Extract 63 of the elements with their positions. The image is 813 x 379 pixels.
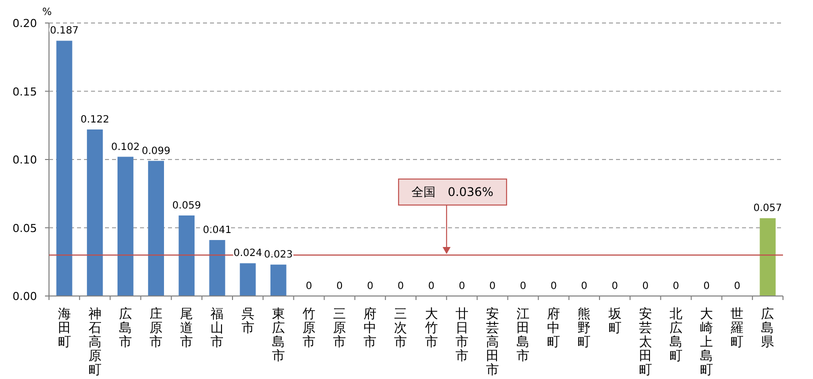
x-tick-label: 安芸太田町 [638, 306, 652, 378]
y-tick-label: 0.10 [12, 154, 37, 166]
data-label: 0 [398, 281, 404, 292]
data-label: 0 [734, 281, 740, 292]
y-axis-title: % [42, 7, 52, 18]
data-label: 0 [336, 281, 343, 292]
x-tick-label: 神石高原町 [88, 307, 102, 378]
x-tick-label: 廿日市市 [455, 307, 468, 364]
bar [118, 156, 134, 296]
data-label: 0.041 [202, 225, 232, 236]
x-tick-label: 安芸高田市 [486, 306, 499, 378]
x-tick-label: 府中市 [364, 306, 377, 350]
bar [178, 215, 195, 296]
data-label: 0 [520, 281, 526, 292]
ref-line-label: 全国 0.036% [412, 185, 494, 200]
x-tick-label: 福山市 [210, 307, 224, 350]
data-label: 0.122 [80, 114, 110, 126]
data-label: 0.057 [753, 203, 782, 214]
y-tick-label: 0.00 [12, 290, 37, 303]
data-label: 0 [703, 281, 710, 292]
x-tick-label: 尾道市 [180, 307, 194, 350]
x-tick-label: 大崎上島町 [700, 307, 714, 378]
data-label: 0 [428, 281, 434, 292]
x-tick-label: 江田島市 [516, 307, 530, 364]
bar [56, 40, 72, 296]
data-label: 0 [458, 281, 466, 292]
x-tick-label: 海田町 [58, 307, 71, 350]
y-tick-label: 0.20 [12, 17, 37, 30]
x-tick-label: 府中町 [547, 306, 560, 350]
x-tick-label: 呉市 [241, 307, 254, 336]
bar [148, 160, 164, 296]
data-label: 0.059 [172, 200, 201, 212]
bar [760, 218, 776, 296]
x-tick-label: 庄原市 [150, 307, 163, 350]
data-label: 0.187 [50, 26, 79, 37]
data-label: 0 [306, 281, 312, 292]
bar [270, 264, 286, 296]
data-label: 0 [672, 281, 680, 292]
y-tick-label: 0.15 [12, 85, 37, 98]
data-label: 0 [550, 281, 557, 292]
callout: 全国 0.036% [398, 178, 508, 254]
bar [240, 263, 256, 296]
x-tick-label: 世羅町 [730, 307, 744, 350]
x-tick-label: 東広島市 [272, 307, 285, 364]
x-tick-label: 大竹市 [424, 307, 438, 350]
x-tick-label: 竹原市 [302, 307, 316, 350]
data-label: 0 [366, 281, 374, 292]
y-tick-label: 0.05 [12, 222, 37, 235]
bar [209, 240, 226, 296]
data-label: 0 [489, 281, 496, 292]
bar [86, 129, 103, 296]
x-tick-label: 熊野町 [578, 307, 591, 350]
x-tick-label: 三原市 [333, 307, 346, 350]
x-tick-label: 北広島町 [669, 307, 682, 364]
data-label: 0 [642, 281, 649, 292]
data-label: 0.102 [111, 142, 140, 153]
data-label: 0.099 [142, 146, 170, 157]
x-tick-label: 三次市 [394, 307, 408, 350]
x-tick-label: 広島市 [118, 306, 132, 350]
x-tick-label: 坂町 [607, 307, 622, 336]
data-label: 0 [612, 281, 618, 292]
data-label: 0 [581, 281, 588, 292]
x-tick-label: 広島県 [761, 306, 774, 350]
